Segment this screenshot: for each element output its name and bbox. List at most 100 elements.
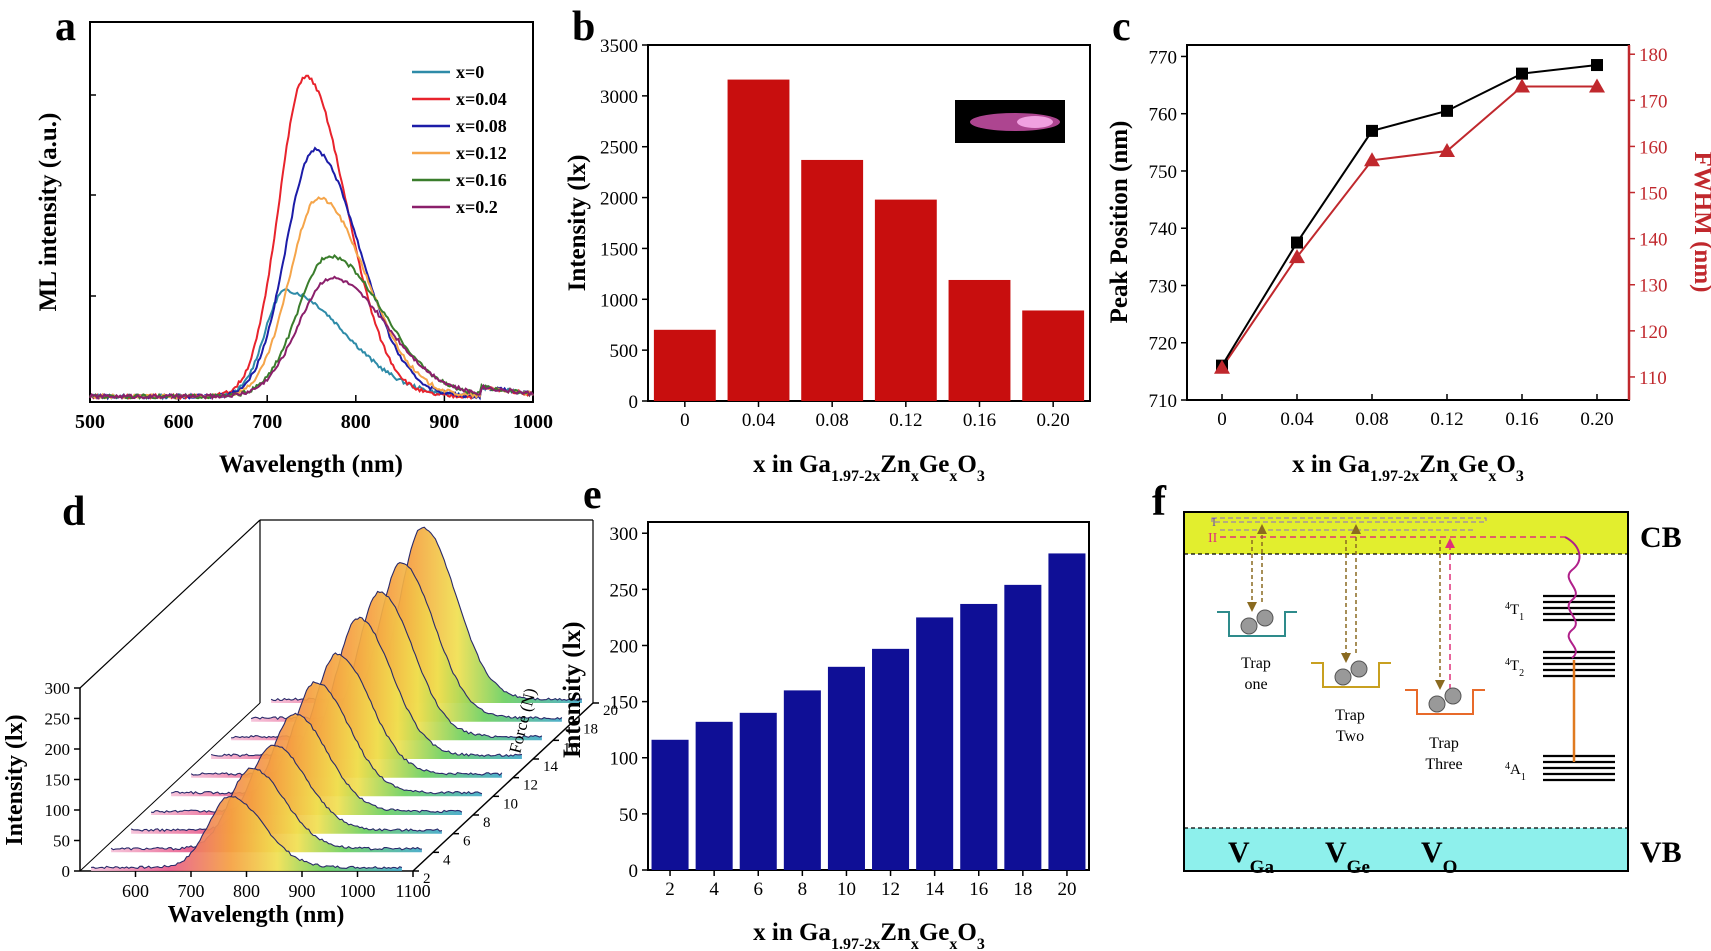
panel-b-chart: 0 500 1000 1500 2000 2500 3000 3500 0 0.04 0.08 0.1… bbox=[564, 36, 1091, 485]
panel-a-xtick-label: 500 bbox=[75, 411, 105, 433]
vacancy-label: VO bbox=[1421, 836, 1457, 878]
panel-c-y2tick-label: 140 bbox=[1639, 230, 1668, 251]
panel-d-ztick-label: 8 bbox=[483, 815, 491, 831]
panel-f-diagram: CB VB I II Trap one Trap Two Trap Three bbox=[1183, 511, 1682, 878]
panel-d-spectrum-area bbox=[151, 713, 462, 815]
panel-d-spectrum-line bbox=[91, 796, 403, 870]
panel-c-y2tick-label: 120 bbox=[1639, 322, 1668, 343]
trap-well bbox=[1217, 611, 1297, 637]
panel-c-ytick-label: 740 bbox=[1149, 219, 1178, 240]
panel-e-xtick-label: 8 bbox=[798, 879, 808, 900]
panel-b-ytick-label: 3000 bbox=[600, 87, 638, 108]
panel-a-legend-label: x=0 bbox=[456, 62, 484, 82]
panel-d-xtick-label: 600 bbox=[122, 881, 149, 901]
panel-d-spectrum-line bbox=[170, 680, 483, 795]
electron-dot bbox=[1444, 687, 1462, 705]
panel-d-ztick-label: 18 bbox=[583, 722, 598, 738]
panel-d-spectrum-line bbox=[151, 712, 463, 814]
panel-f-frame bbox=[1183, 511, 1629, 872]
panel-d-edge bbox=[79, 519, 261, 689]
panel-e-xtick-label: 14 bbox=[925, 879, 945, 900]
panel-e-xtick-label: 16 bbox=[969, 879, 988, 900]
trap-label-line1: Trap bbox=[1429, 735, 1459, 752]
panel-e-ytick-label: 0 bbox=[629, 861, 639, 882]
panel-d-xtick-label: 800 bbox=[233, 881, 260, 901]
panel-b-xlabel: x in Ga1.97-2xZnxGexO3 bbox=[753, 451, 985, 485]
panel-e-bar bbox=[1004, 584, 1042, 870]
panel-e-frame bbox=[647, 521, 1090, 871]
panel-c-peak-point bbox=[1291, 236, 1303, 249]
panel-a-chart: 500 600 700 800 900 1000 x=0 x=0.04 x=0.08 x=0.1… bbox=[35, 21, 553, 478]
panel-c-ytick-label: 750 bbox=[1149, 162, 1178, 183]
panel-c-ytick-label: 710 bbox=[1149, 391, 1178, 412]
panel-b-bar bbox=[948, 279, 1011, 401]
panel-c-ylabel: Peak Position (nm) bbox=[1106, 121, 1133, 324]
panel-b-bar bbox=[801, 159, 864, 401]
panel-c-peak-point bbox=[1441, 104, 1453, 117]
panel-d-xtick-label: 1000 bbox=[340, 881, 376, 901]
relaxation-wavy-arrow bbox=[1564, 536, 1581, 659]
panel-b-ytick-label: 500 bbox=[610, 341, 639, 362]
panel-b-ytick-label: 2000 bbox=[600, 189, 638, 210]
panel-d-ztick-label: 6 bbox=[463, 834, 471, 850]
electron-dot bbox=[1350, 660, 1368, 678]
panel-c-y2tick-label: 110 bbox=[1639, 368, 1667, 389]
panel-e-ylabel: Intensity (lx) bbox=[559, 622, 586, 759]
panel-c-xtick-label: 0.20 bbox=[1580, 409, 1613, 430]
panel-c-frame bbox=[1186, 44, 1630, 401]
panel-c-y2label: FWHM (nm) bbox=[1689, 152, 1711, 293]
panel-e-ytick-label: 100 bbox=[610, 749, 639, 770]
energy-level-label: 4T1 bbox=[1505, 601, 1524, 623]
panel-letter-a: a bbox=[55, 4, 76, 50]
panel-d-ztick-label: 12 bbox=[523, 778, 538, 794]
panel-b-xtick-label: 0 bbox=[680, 410, 690, 431]
panel-d-spectrum-area bbox=[131, 745, 442, 834]
trap-label-line2: Three bbox=[1425, 756, 1462, 773]
panel-c-fwhm-point bbox=[1289, 249, 1305, 264]
panel-c-fwhm-point bbox=[1589, 78, 1605, 93]
panel-e-xtick-label: 20 bbox=[1057, 879, 1076, 900]
panel-e-ytick-label: 300 bbox=[610, 524, 639, 545]
panel-d-edge bbox=[79, 702, 261, 872]
panel-a-series-line bbox=[89, 275, 534, 401]
panel-a-xtick-label: 700 bbox=[252, 411, 282, 433]
panel-letter-f: f bbox=[1152, 479, 1167, 525]
panel-b-inset-image bbox=[955, 100, 1065, 143]
panel-a-xtick-label: 800 bbox=[341, 411, 371, 433]
panel-d-3d-chart: 0 50 100 150 200 250 300 600 700 800 900 1000 110024… bbox=[2, 519, 618, 928]
panel-letter-c: c bbox=[1112, 4, 1131, 50]
roman-one-label: I bbox=[1212, 515, 1216, 529]
panel-c-xlabel: x in Ga1.97-2xZnxGexO3 bbox=[1292, 451, 1524, 485]
panel-b-xtick-label: 0.04 bbox=[742, 410, 776, 431]
panel-e-bar bbox=[739, 712, 777, 870]
panel-b-ytick-label: 0 bbox=[629, 392, 639, 413]
panel-d-xtick-label: 900 bbox=[289, 881, 316, 901]
panel-a-legend-label: x=0.04 bbox=[456, 89, 507, 109]
panel-c-y2tick-label: 180 bbox=[1639, 45, 1668, 66]
panel-b-xtick-label: 0.20 bbox=[1037, 410, 1070, 431]
panel-b-bar bbox=[1022, 310, 1085, 401]
panel-b-xtick-label: 0.08 bbox=[816, 410, 849, 431]
panel-b-bar bbox=[653, 329, 716, 401]
panel-d-ztick-label: 14 bbox=[543, 759, 559, 775]
panel-c-peak-point bbox=[1516, 67, 1528, 80]
panel-e-bar bbox=[695, 721, 733, 870]
panel-b-xtick-label: 0.12 bbox=[889, 410, 922, 431]
panel-c-ytick-label: 720 bbox=[1149, 334, 1178, 355]
panel-b-frame bbox=[647, 44, 1091, 402]
panel-a-legend: x=0 x=0.04 x=0.08 x=0.12 x=0.16 x=0.2 bbox=[412, 62, 507, 217]
panel-e-bar bbox=[651, 739, 689, 870]
panel-e-xtick-label: 4 bbox=[709, 879, 719, 900]
panel-b-xtick-label: 0.16 bbox=[963, 410, 996, 431]
electron-dot bbox=[1240, 617, 1258, 635]
panel-d-spectrum-area bbox=[211, 617, 522, 759]
panel-d-ztick-label: 4 bbox=[443, 852, 451, 868]
panel-c-fwhm-point bbox=[1364, 152, 1380, 167]
panel-e-ytick-label: 250 bbox=[610, 580, 639, 601]
panel-b-bar bbox=[874, 199, 937, 401]
panel-letter-e: e bbox=[583, 472, 602, 518]
panel-d-spectrum-area bbox=[111, 768, 422, 853]
vb-label: VB bbox=[1640, 836, 1682, 869]
panel-d-ztick-label: 2 bbox=[423, 871, 431, 887]
